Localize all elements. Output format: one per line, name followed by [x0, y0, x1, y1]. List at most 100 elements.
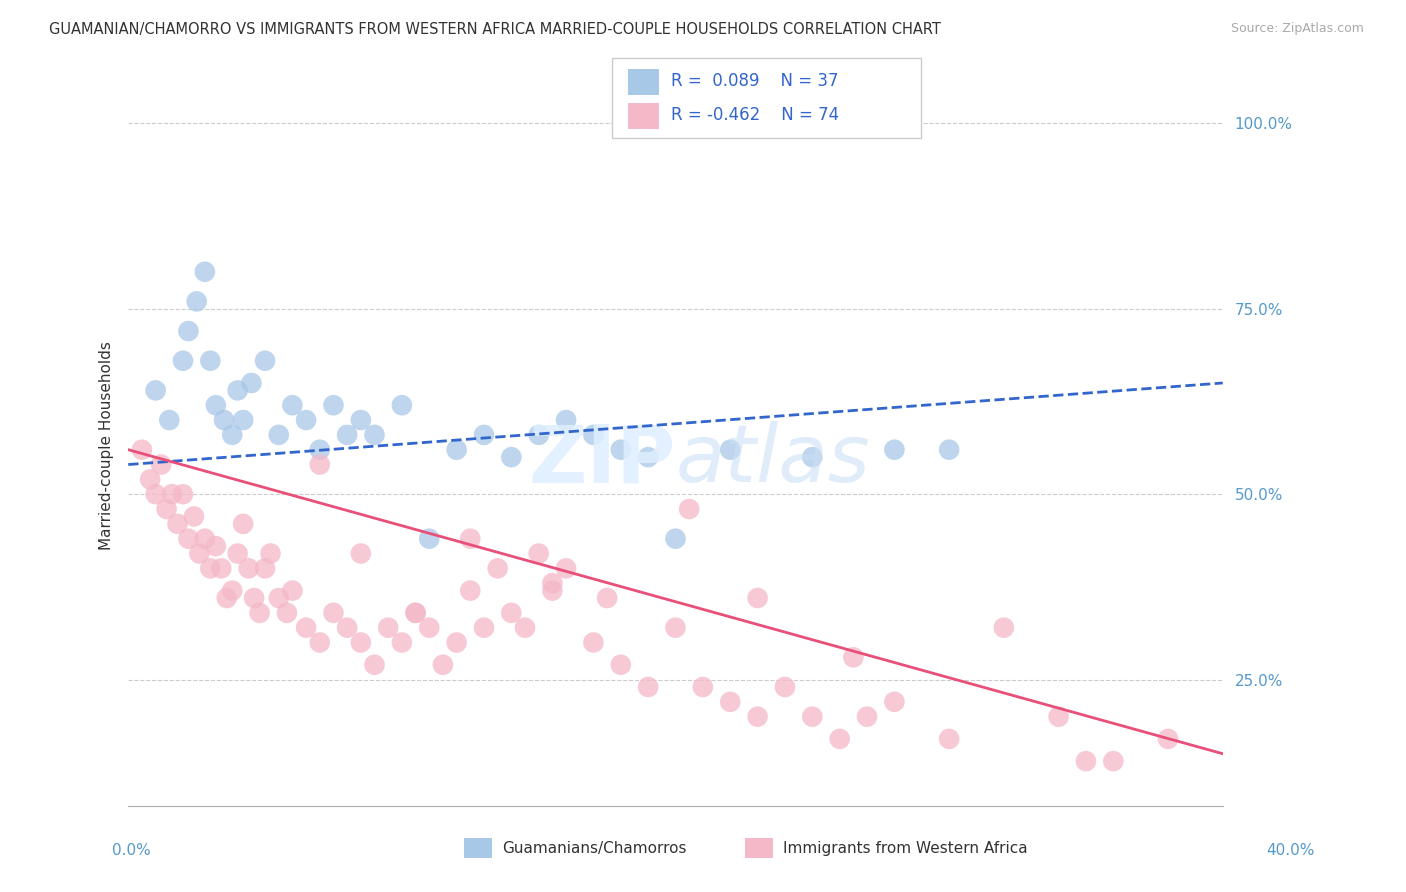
Point [555, 561, 578, 575]
Point [664, 621, 686, 635]
Point [336, 621, 359, 635]
Point [678, 502, 700, 516]
Text: ZIP: ZIP [529, 421, 675, 500]
Point [883, 442, 905, 457]
Point [145, 487, 167, 501]
Point [856, 709, 879, 723]
Point [308, 635, 330, 649]
Point [308, 458, 330, 472]
Point [582, 635, 605, 649]
Point [200, 353, 222, 368]
Point [418, 621, 440, 635]
Point [458, 532, 481, 546]
Point [172, 487, 194, 501]
Point [513, 621, 536, 635]
Point [801, 709, 824, 723]
Point [145, 384, 167, 398]
Point [405, 606, 427, 620]
Point [177, 324, 200, 338]
Point [363, 657, 385, 672]
Text: R = -0.462    N = 74: R = -0.462 N = 74 [671, 106, 839, 124]
Point [472, 621, 495, 635]
Point [212, 413, 235, 427]
Point [209, 561, 232, 575]
Point [1157, 731, 1180, 746]
Point [322, 606, 344, 620]
Point [240, 376, 263, 390]
Point [501, 450, 523, 464]
Point [243, 591, 266, 605]
Point [938, 731, 960, 746]
Point [281, 583, 304, 598]
Point [541, 576, 564, 591]
Point [391, 635, 413, 649]
Point [215, 591, 238, 605]
Point [377, 621, 399, 635]
Point [157, 413, 180, 427]
Point [527, 547, 550, 561]
Point [194, 532, 217, 546]
Point [267, 428, 290, 442]
Point [446, 442, 468, 457]
Point [139, 472, 162, 486]
Point [259, 547, 281, 561]
Point [281, 398, 304, 412]
Point [610, 442, 633, 457]
Point [232, 413, 254, 427]
Point [718, 695, 741, 709]
Point [131, 442, 153, 457]
Point [150, 458, 173, 472]
Text: GUAMANIAN/CHAMORRO VS IMMIGRANTS FROM WESTERN AFRICA MARRIED-COUPLE HOUSEHOLDS C: GUAMANIAN/CHAMORRO VS IMMIGRANTS FROM WE… [49, 22, 941, 37]
Point [747, 709, 769, 723]
Point [664, 532, 686, 546]
Point [155, 502, 177, 516]
Point [527, 428, 550, 442]
Point [232, 516, 254, 531]
Point [773, 680, 796, 694]
Point [842, 650, 865, 665]
Point [221, 428, 243, 442]
Point [200, 561, 222, 575]
Point [458, 583, 481, 598]
Point [541, 583, 564, 598]
Point [1074, 754, 1097, 768]
Point [472, 428, 495, 442]
Point [418, 532, 440, 546]
Point [582, 428, 605, 442]
Point [938, 442, 960, 457]
Point [183, 509, 205, 524]
Point [637, 450, 659, 464]
Point [226, 547, 249, 561]
Text: Source: ZipAtlas.com: Source: ZipAtlas.com [1230, 22, 1364, 36]
Point [254, 353, 277, 368]
Point [692, 680, 714, 694]
Point [747, 591, 769, 605]
Point [238, 561, 260, 575]
Point [226, 384, 249, 398]
Text: Guamanians/Chamorros: Guamanians/Chamorros [502, 841, 686, 855]
Text: Immigrants from Western Africa: Immigrants from Western Africa [783, 841, 1028, 855]
Point [295, 413, 318, 427]
Point [637, 680, 659, 694]
Point [267, 591, 290, 605]
Point [828, 731, 851, 746]
Point [446, 635, 468, 649]
Point [1102, 754, 1125, 768]
Point [177, 532, 200, 546]
Point [350, 547, 373, 561]
Point [204, 398, 226, 412]
Point [486, 561, 509, 575]
Point [308, 442, 330, 457]
Point [160, 487, 183, 501]
Point [363, 428, 385, 442]
Point [1047, 709, 1070, 723]
Point [555, 413, 578, 427]
Point [295, 621, 318, 635]
Point [221, 583, 243, 598]
Point [172, 353, 194, 368]
Point [610, 657, 633, 672]
Point [194, 265, 217, 279]
Point [718, 442, 741, 457]
Point [336, 428, 359, 442]
Y-axis label: Married-couple Households: Married-couple Households [100, 342, 114, 550]
